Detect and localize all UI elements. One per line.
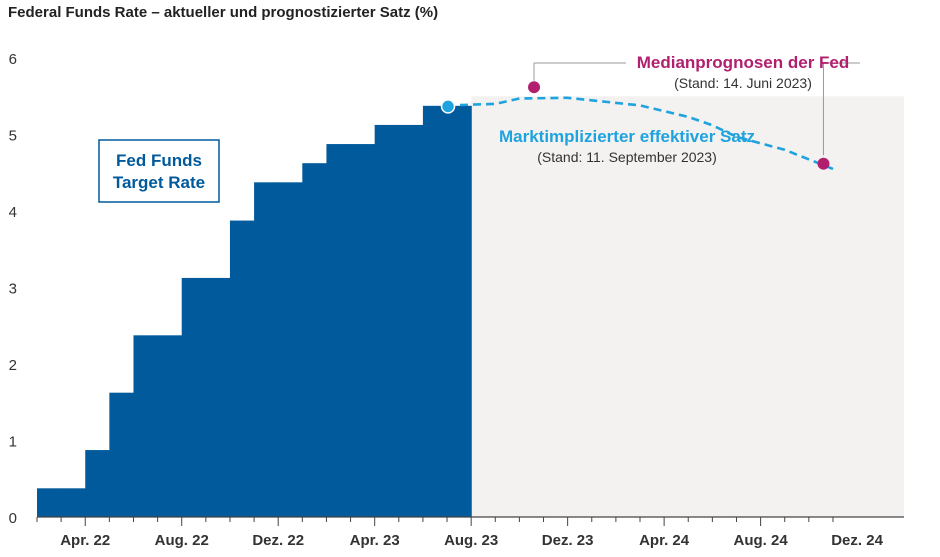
x-tick-label: Aug. 24 bbox=[734, 532, 789, 549]
x-tick-label: Apr. 24 bbox=[639, 532, 690, 549]
target-rate-bar bbox=[109, 392, 135, 517]
target-rate-legend-box bbox=[98, 139, 220, 203]
y-tick-label: 4 bbox=[9, 204, 17, 221]
median-series-note: (Stand: 14. Juni 2023) bbox=[674, 75, 812, 91]
y-tick-label: 5 bbox=[9, 128, 17, 145]
target-rate-bar bbox=[37, 488, 62, 517]
target-rate-bar bbox=[326, 144, 352, 517]
y-tick-label: 0 bbox=[9, 510, 17, 527]
y-tick-label: 6 bbox=[9, 51, 17, 68]
fed-funds-target-area bbox=[37, 105, 472, 517]
median-series-label: Medianprognosen der Fed bbox=[637, 53, 850, 72]
market-series-note: (Stand: 11. September 2023) bbox=[537, 149, 717, 165]
forecast-background bbox=[471, 96, 904, 517]
x-tick-label: Aug. 23 bbox=[444, 532, 498, 549]
median-callout-left bbox=[533, 62, 626, 81]
x-tick-label: Apr. 23 bbox=[350, 532, 400, 549]
x-tick-label: Aug. 22 bbox=[155, 532, 209, 549]
target-rate-legend-label: Target Rate bbox=[113, 173, 205, 192]
target-rate-bar bbox=[229, 220, 255, 517]
target-rate-legend-label: Fed Funds bbox=[116, 151, 202, 170]
y-tick-label: 3 bbox=[9, 281, 17, 298]
target-rate-bar bbox=[61, 488, 86, 517]
target-rate-bar bbox=[157, 335, 183, 517]
target-rate-bar bbox=[254, 182, 279, 517]
x-tick-label: Dez. 23 bbox=[542, 532, 594, 549]
target-rate-bar bbox=[181, 277, 207, 517]
x-tick-label: Apr. 22 bbox=[60, 532, 110, 549]
axes: 0 1 2 3 4 5 6 Apr. 22 Aug. 22 Dez. 22 Apr. 23 Aug. … bbox=[9, 51, 904, 549]
target-rate-bar bbox=[85, 450, 110, 517]
fed-median-point bbox=[528, 81, 541, 94]
target-rate-bar bbox=[278, 182, 303, 517]
target-rate-bar bbox=[302, 163, 328, 517]
target-rate-bar bbox=[350, 144, 376, 517]
chart-title: Federal Funds Rate – aktueller und progn… bbox=[8, 4, 439, 21]
market-implied-series bbox=[440, 96, 834, 171]
target-rate-bar bbox=[205, 277, 231, 517]
market-implied-start-point bbox=[440, 99, 456, 114]
target-rate-bar bbox=[133, 335, 159, 517]
y-tick-label: 1 bbox=[9, 434, 17, 451]
median-callout-right bbox=[822, 62, 860, 156]
market-series-label: Marktimplizierter effektiver Satz bbox=[499, 127, 755, 146]
fed-median-point bbox=[817, 157, 830, 170]
target-rate-bar bbox=[374, 124, 400, 517]
fed-median-series bbox=[528, 62, 860, 170]
annotations: Medianprognosen der Fed (Stand: 14. Juni … bbox=[98, 53, 850, 203]
x-tick-label: Dez. 22 bbox=[252, 532, 304, 549]
y-tick-label: 2 bbox=[9, 357, 17, 374]
x-tick-label: Dez. 24 bbox=[831, 532, 883, 549]
target-rate-bar bbox=[398, 124, 424, 517]
target-rate-bar bbox=[422, 105, 448, 517]
target-rate-bar bbox=[447, 105, 472, 517]
